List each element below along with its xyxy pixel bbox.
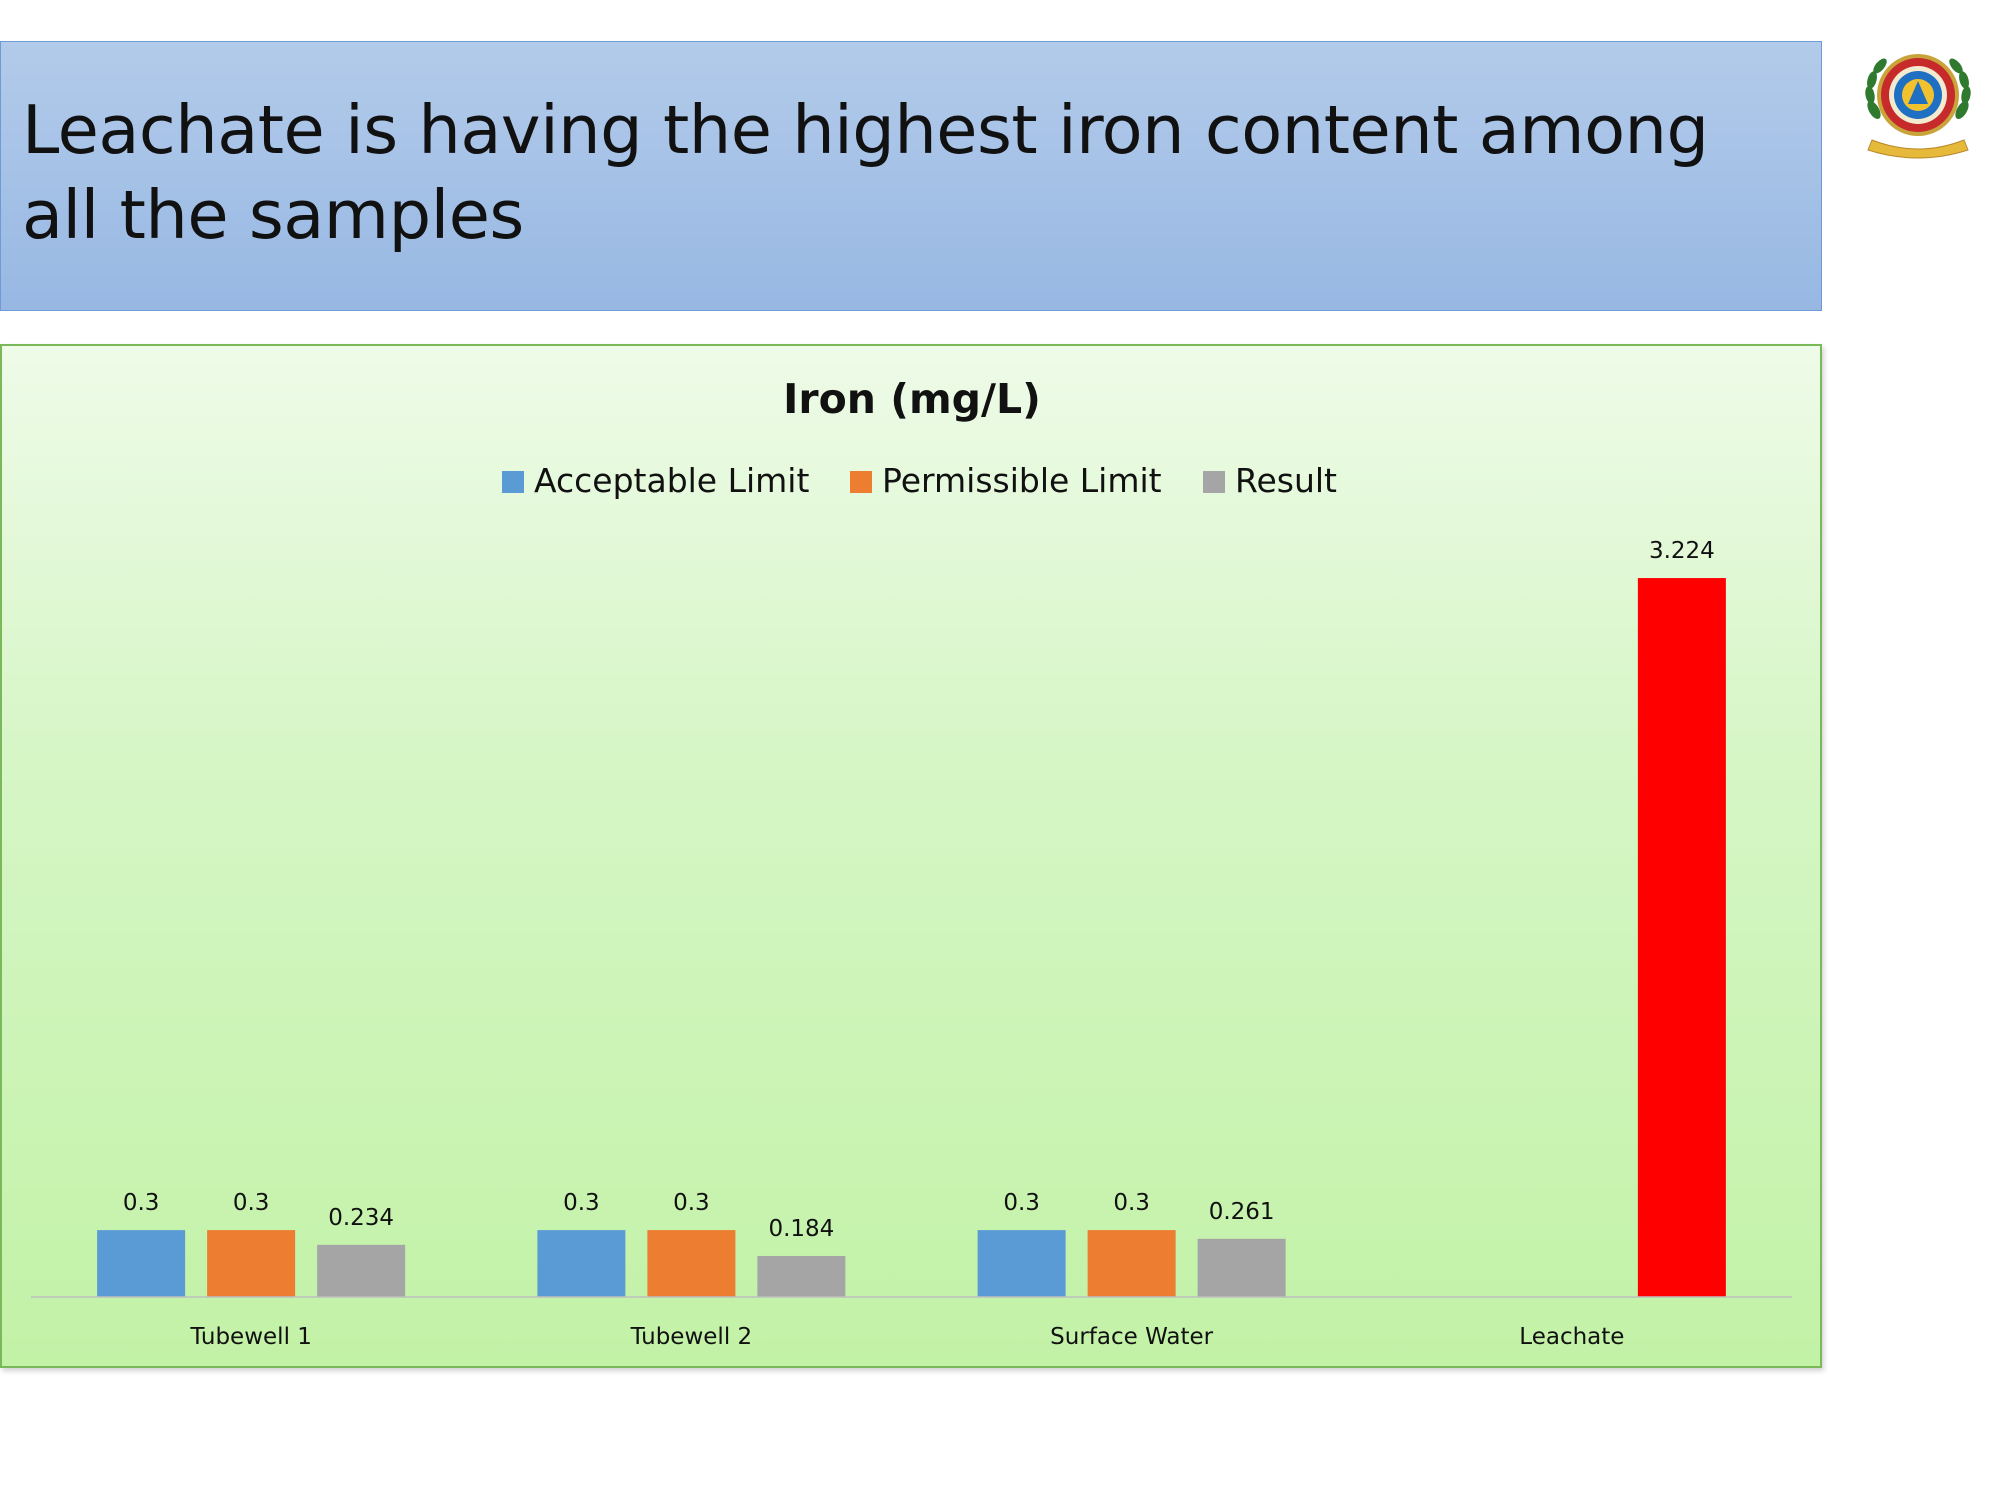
data-label-acceptable-tubewell-2: 0.3 bbox=[563, 1190, 600, 1216]
category-labels-group: Tubewell 1 Tubewell 2 Surface Water Leachat… bbox=[189, 1324, 1624, 1350]
slide-title: Leachate is having the highest iron cont… bbox=[22, 91, 1709, 254]
data-label-permissible-tubewell-2: 0.3 bbox=[673, 1190, 710, 1216]
bar-result-leachate bbox=[1637, 578, 1726, 1297]
data-label-permissible-tubewell-1: 0.3 bbox=[233, 1190, 270, 1216]
data-label-result-tubewell-2: 0.184 bbox=[768, 1216, 834, 1242]
bar-permissible-tubewell-1 bbox=[207, 1230, 296, 1297]
chart-title: Iron (mg/L) bbox=[783, 375, 1041, 423]
chart-legend: Acceptable Limit Permissible Limit Resul… bbox=[502, 461, 1337, 500]
category-label-tubewell-1: Tubewell 1 bbox=[189, 1324, 312, 1350]
bar-acceptable-surface-water bbox=[977, 1230, 1066, 1297]
bar-acceptable-tubewell-2 bbox=[537, 1230, 626, 1297]
legend-label-result: Result bbox=[1235, 461, 1337, 500]
data-labels-group: 0.3 0.3 0.234 0.3 0.3 0.184 0.3 0.3 0.261 3.224 bbox=[123, 538, 1715, 1242]
college-emblem-seal-icon bbox=[1858, 40, 1978, 160]
bar-result-tubewell-1 bbox=[317, 1244, 406, 1297]
legend-label-acceptable: Acceptable Limit bbox=[534, 461, 809, 500]
bar-permissible-tubewell-2 bbox=[647, 1230, 736, 1297]
category-label-tubewell-2: Tubewell 2 bbox=[630, 1324, 753, 1350]
title-banner bbox=[0, 41, 1822, 311]
data-label-result-leachate: 3.224 bbox=[1649, 538, 1715, 564]
data-label-result-surface-water: 0.261 bbox=[1209, 1199, 1275, 1225]
data-label-acceptable-surface-water: 0.3 bbox=[1003, 1190, 1040, 1216]
chart-panel bbox=[0, 344, 1822, 1368]
data-label-acceptable-tubewell-1: 0.3 bbox=[123, 1190, 160, 1216]
data-label-result-tubewell-1: 0.234 bbox=[328, 1205, 394, 1231]
bar-acceptable-tubewell-1 bbox=[97, 1230, 186, 1297]
legend-swatch-acceptable bbox=[502, 471, 524, 493]
bars-group bbox=[97, 578, 1726, 1297]
category-label-leachate: Leachate bbox=[1519, 1324, 1624, 1350]
bar-permissible-surface-water bbox=[1087, 1230, 1176, 1297]
bar-result-surface-water bbox=[1197, 1238, 1286, 1297]
legend-swatch-permissible bbox=[850, 471, 872, 493]
category-label-surface-water: Surface Water bbox=[1050, 1324, 1213, 1350]
bar-result-tubewell-2 bbox=[757, 1255, 846, 1297]
legend-label-permissible: Permissible Limit bbox=[882, 461, 1162, 500]
legend-swatch-result bbox=[1203, 471, 1225, 493]
data-label-permissible-surface-water: 0.3 bbox=[1113, 1190, 1150, 1216]
